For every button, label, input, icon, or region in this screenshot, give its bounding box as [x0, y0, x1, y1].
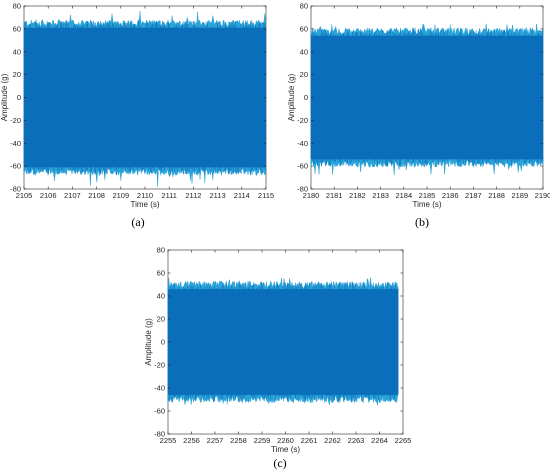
y-axis-label: Amplitude (g): [144, 318, 153, 366]
y-tick-label: 60: [157, 269, 165, 278]
y-tick-label: 60: [13, 24, 21, 33]
panel-caption: (b): [415, 215, 429, 229]
x-tick-label: 2181: [326, 191, 343, 200]
x-tick-label: 2255: [160, 436, 177, 445]
x-tick-label: 2265: [395, 436, 412, 445]
signal-series-lines: [167, 282, 399, 402]
y-tick-label: -40: [10, 139, 21, 148]
x-axis-label: Time (s): [130, 200, 159, 209]
y-tick-label: -60: [154, 407, 165, 416]
y-tick-label: 60: [300, 24, 308, 33]
x-tick-label: 2182: [349, 191, 366, 200]
chart-panel-1: -80 -60 -40 -20 0 20 40 60 80 2105 2106 2107 2108 210…: [0, 2, 274, 230]
y-tick-label: 20: [13, 70, 21, 79]
y-axis-label: Amplitude (g): [287, 73, 296, 121]
chart-panel-2: -80 -60 -40 -20 0 20 40 60 80 2180 2181 2182 2183 218…: [287, 2, 550, 230]
x-axis-label: Time (s): [412, 200, 441, 209]
y-tick-label: -20: [154, 361, 165, 370]
panel-caption: (c): [273, 456, 286, 470]
x-tick-label: 2105: [16, 191, 33, 200]
y-tick-label: 40: [157, 292, 165, 301]
x-tick-label: 2257: [207, 436, 224, 445]
x-tick-label: 2256: [183, 436, 200, 445]
y-tick-label: -60: [297, 162, 308, 171]
x-tick-label: 2108: [88, 191, 105, 200]
y-tick-label: 80: [13, 2, 21, 11]
x-tick-label: 2110: [137, 191, 153, 200]
y-tick-label: 0: [17, 93, 21, 102]
x-tick-label: 2183: [372, 191, 389, 200]
y-tick-label: 0: [161, 338, 165, 347]
y-tick-label: -20: [10, 116, 21, 125]
x-tick-label: 2111: [161, 191, 177, 200]
signal-series-lines: [23, 20, 267, 175]
y-tick-label: -40: [297, 139, 308, 148]
x-tick-label: 2109: [112, 191, 129, 200]
y-tick-label: -80: [154, 430, 165, 439]
signal-series-lines: [310, 29, 543, 167]
x-tick-label: 2180: [303, 191, 320, 200]
x-tick-label: 2112: [185, 191, 201, 200]
y-tick-label: -80: [10, 185, 21, 194]
x-tick-label: 2107: [64, 191, 81, 200]
x-tick-label: 2184: [395, 191, 412, 200]
x-tick-label: 2106: [40, 191, 57, 200]
x-tick-label: 2190: [535, 191, 550, 200]
panel-caption: (a): [131, 215, 144, 229]
y-tick-label: 20: [157, 315, 165, 324]
y-tick-label: 40: [13, 47, 21, 56]
y-tick-label: -60: [10, 162, 21, 171]
y-tick-label: 20: [300, 70, 308, 79]
x-tick-label: 2186: [442, 191, 459, 200]
x-tick-label: 2260: [277, 436, 294, 445]
y-axis-label: Amplitude (g): [0, 73, 9, 121]
x-tick-label: 2114: [234, 191, 250, 200]
x-tick-label: 2185: [419, 191, 436, 200]
x-tick-label: 2263: [348, 436, 365, 445]
y-tick-label: 40: [300, 47, 308, 56]
chart-panel-3: -80 -60 -40 -20 0 20 40 60 80 2255 2256 2257 2258 225…: [144, 246, 411, 471]
y-tick-label: 80: [300, 2, 308, 11]
x-tick-label: 2258: [230, 436, 247, 445]
y-tick-label: 0: [304, 93, 308, 102]
x-tick-label: 2259: [254, 436, 271, 445]
x-tick-label: 2113: [210, 191, 226, 200]
y-tick-label: -40: [154, 384, 165, 393]
x-tick-label: 2188: [488, 191, 505, 200]
x-tick-label: 2261: [301, 436, 318, 445]
y-tick-label: -20: [297, 116, 308, 125]
x-tick-label: 2115: [258, 191, 274, 200]
x-tick-label: 2262: [324, 436, 341, 445]
x-tick-label: 2187: [465, 191, 482, 200]
y-tick-label: -80: [297, 185, 308, 194]
x-axis-label: Time (s): [271, 445, 300, 454]
x-tick-label: 2264: [371, 436, 388, 445]
y-tick-label: 80: [157, 246, 165, 255]
signal-series-core: [168, 289, 399, 395]
x-tick-label: 2189: [511, 191, 528, 200]
